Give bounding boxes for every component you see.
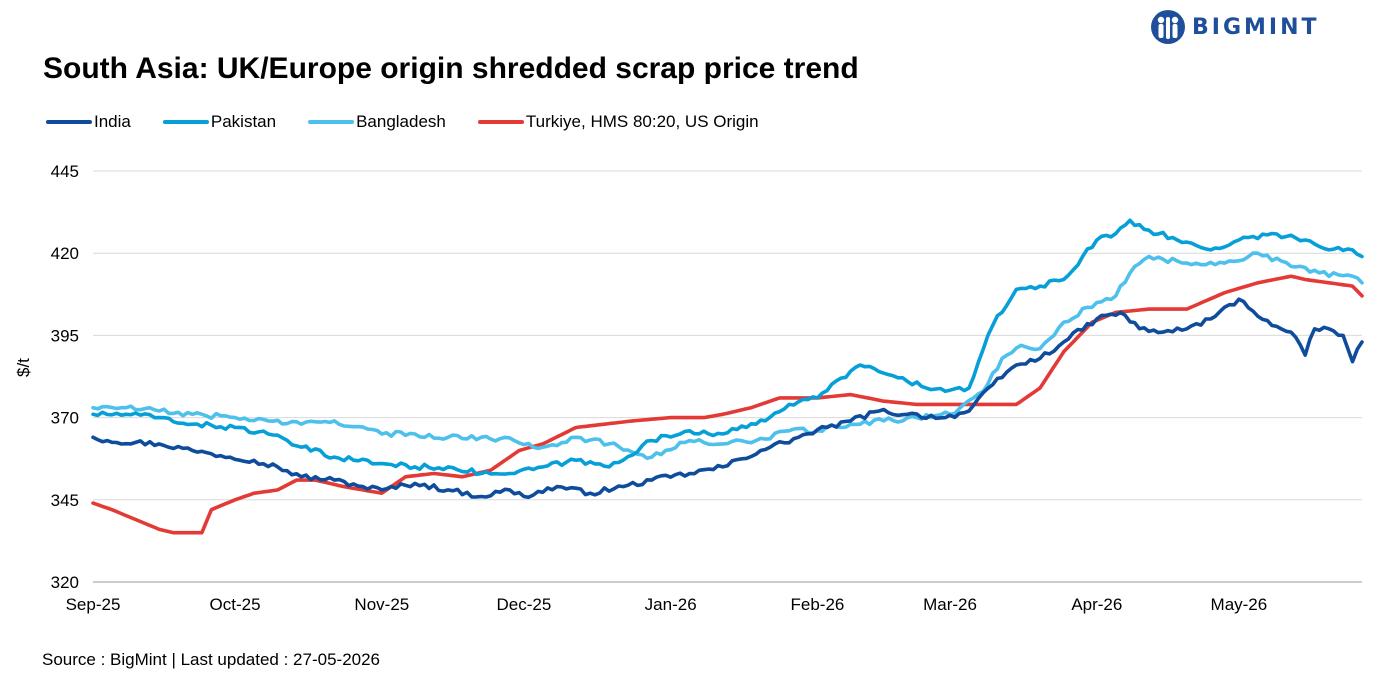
logo-wordmark: BIGMINT bbox=[1192, 14, 1320, 40]
legend-label: Turkiye, HMS 80:20, US Origin bbox=[525, 112, 759, 131]
y-tick-label: 395 bbox=[51, 326, 79, 345]
source-note: Source : BigMint | Last updated : 27-05-… bbox=[42, 650, 381, 669]
legend-label: India bbox=[94, 112, 131, 131]
x-tick-label: Dec-25 bbox=[496, 595, 551, 614]
y-tick-label: 370 bbox=[51, 409, 79, 428]
series-line-bangladesh bbox=[91, 251, 1364, 460]
legend-swatch bbox=[308, 120, 355, 124]
legend-item: Bangladesh bbox=[308, 112, 446, 132]
axes: 320 345 370 395 420 445 Sep-25 Oct-25 Nov-25 Dec-… bbox=[51, 162, 1268, 614]
bigmint-logo-icon bbox=[1151, 10, 1185, 44]
x-tick-label: Nov-25 bbox=[354, 595, 409, 614]
y-tick-label: 445 bbox=[51, 162, 79, 181]
x-tick-label: Oct-25 bbox=[210, 595, 261, 614]
gridlines bbox=[93, 170, 1362, 583]
y-tick-label: 320 bbox=[51, 573, 79, 592]
series-line-pakistan bbox=[91, 218, 1364, 477]
legend-swatch bbox=[162, 120, 209, 124]
y-tick-label: 345 bbox=[51, 491, 79, 510]
legend-item: India bbox=[46, 112, 131, 132]
x-tick-label: Feb-26 bbox=[791, 595, 845, 614]
legend-swatch bbox=[477, 120, 524, 124]
chart-legend: India Pakistan Bangladesh Turkiye, HMS 80:2… bbox=[46, 112, 791, 132]
bigmint-logo: BIGMINT bbox=[1150, 8, 1320, 46]
series-lines bbox=[91, 218, 1364, 535]
series-line-india bbox=[91, 297, 1364, 500]
y-tick-label: 420 bbox=[51, 244, 79, 263]
x-tick-label: Mar-26 bbox=[923, 595, 977, 614]
x-tick-label: Jan-26 bbox=[645, 595, 697, 614]
chart-title: South Asia: UK/Europe origin shredded sc… bbox=[43, 52, 859, 85]
x-tick-label: Apr-26 bbox=[1071, 595, 1122, 614]
legend-item: Pakistan bbox=[162, 112, 277, 132]
legend-item: Turkiye, HMS 80:20, US Origin bbox=[477, 112, 759, 132]
x-tick-label: May-26 bbox=[1211, 595, 1268, 614]
series-line-turkiye bbox=[91, 274, 1364, 535]
x-tick-label: Sep-25 bbox=[66, 595, 121, 614]
legend-label: Pakistan bbox=[210, 112, 277, 131]
legend-label: Bangladesh bbox=[356, 112, 446, 131]
legend-swatch bbox=[46, 120, 92, 124]
